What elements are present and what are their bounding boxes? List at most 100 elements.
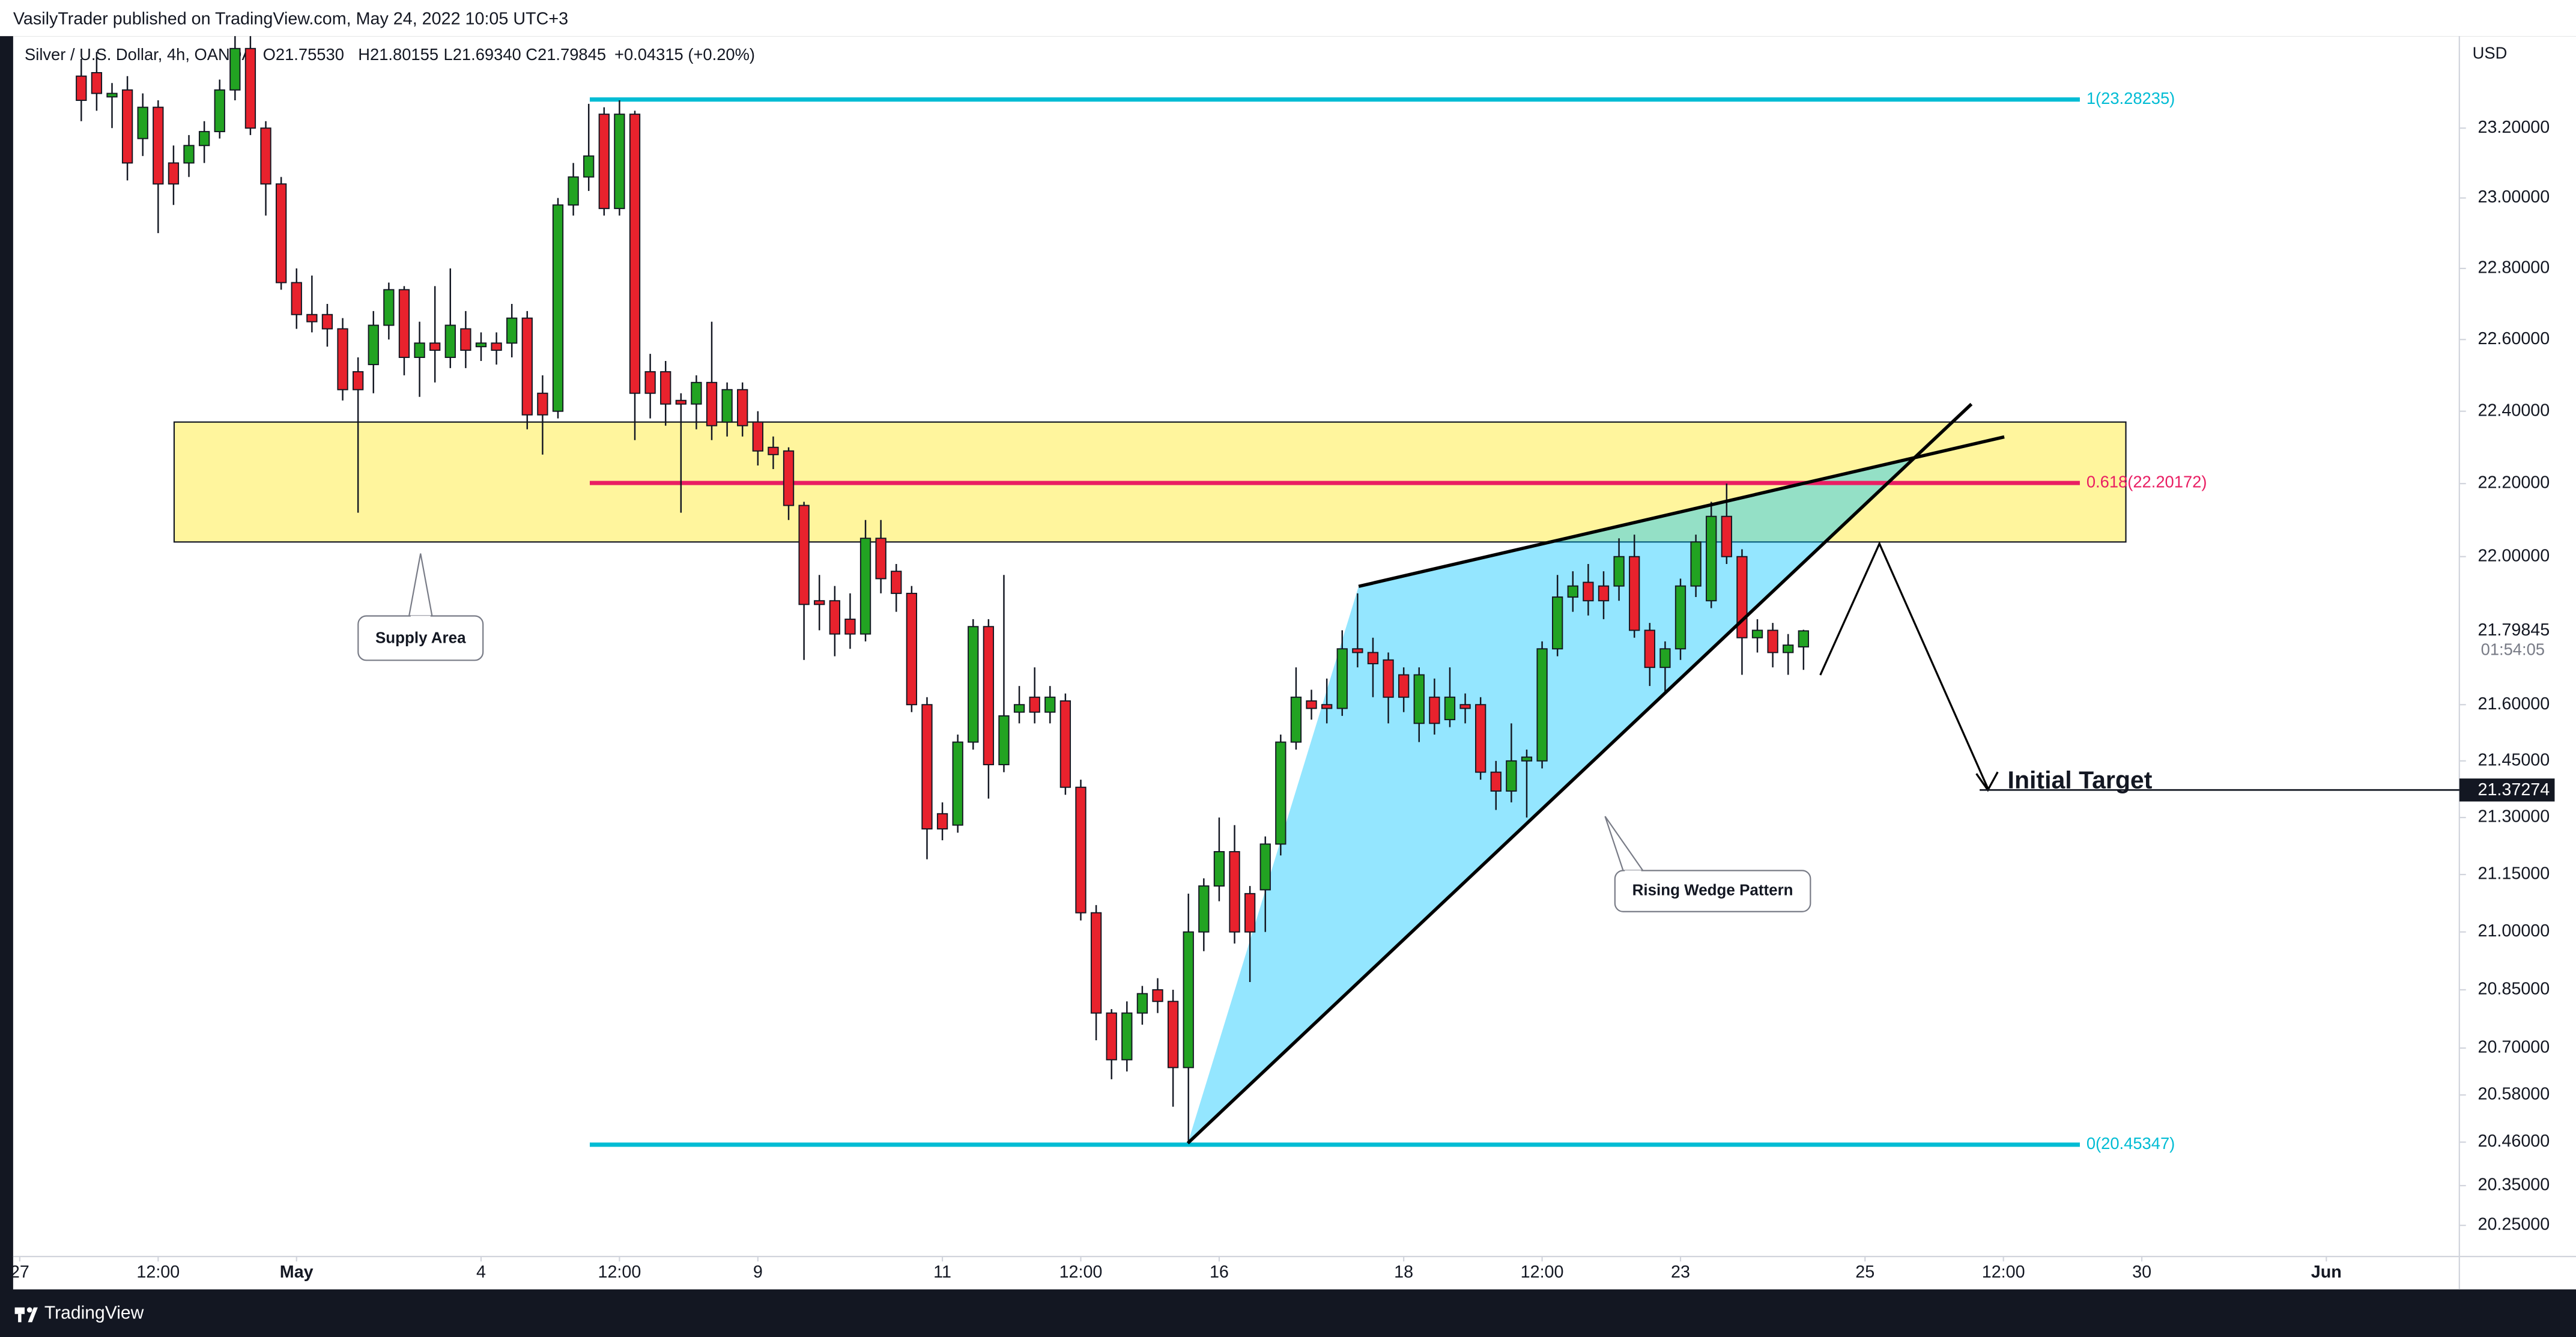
logo-part	[14, 1307, 25, 1314]
candle-body	[552, 204, 564, 412]
legend-close: C21.79845	[526, 45, 606, 64]
fib-label: 1(23.28235)	[2087, 89, 2175, 108]
candle-body	[183, 145, 195, 164]
candle-body	[1259, 843, 1271, 891]
x-tick-label: 30	[2132, 1263, 2151, 1282]
x-tick-label: 12:00	[1982, 1263, 2025, 1282]
candle-body	[1244, 893, 1256, 933]
candle-body	[353, 371, 364, 390]
candle-body	[1429, 696, 1440, 724]
y-tick-label: 20.58000	[2478, 1085, 2550, 1104]
y-tick-label: 20.25000	[2478, 1215, 2550, 1234]
wedge-label: Rising Wedge Pattern	[1632, 881, 1793, 899]
candle-body	[306, 314, 318, 323]
last-price-label: 21.79845	[2478, 620, 2550, 640]
candle-body	[891, 571, 902, 594]
candle-body	[1198, 885, 1210, 933]
plot-area	[13, 36, 2576, 1290]
candle-body	[1398, 674, 1410, 698]
y-tick-label: 21.45000	[2478, 750, 2550, 769]
candle-body	[1367, 652, 1379, 664]
fib-layer: 1(23.28235) 0.618(22.20172) 0(20.45347)	[589, 89, 2207, 1153]
candle-body	[829, 600, 840, 635]
legend-change: +0.04315 (+0.20%)	[614, 45, 755, 64]
candle-body	[1090, 912, 1102, 1014]
candle-body	[1583, 581, 1594, 602]
candle-body	[1275, 741, 1286, 845]
candle-body	[1075, 786, 1086, 914]
candle-body	[1229, 851, 1240, 933]
x-tick-label: 25	[1855, 1263, 1874, 1282]
candle-body	[321, 314, 333, 330]
x-tick-label: Jun	[2311, 1263, 2342, 1282]
candle-body	[1321, 704, 1333, 709]
candle-body	[798, 505, 810, 605]
callout-box	[1614, 870, 1811, 912]
candle-body	[1690, 541, 1702, 587]
y-tick-label: 21.00000	[2478, 921, 2550, 941]
candle-body	[91, 72, 103, 94]
y-tick-label: 22.00000	[2478, 546, 2550, 565]
candle-body	[106, 92, 118, 98]
x-tick-label: 27	[10, 1263, 29, 1282]
candle-body	[1121, 1012, 1133, 1061]
candle-body	[429, 342, 441, 351]
y-tick-label: 23.20000	[2478, 118, 2550, 137]
x-tick-label: 16	[1210, 1263, 1229, 1282]
candle-body	[121, 89, 133, 164]
candle-body	[1521, 756, 1533, 762]
x-tick-label: 11	[933, 1263, 951, 1282]
candle-body	[1706, 515, 1717, 602]
candle-body	[1290, 696, 1302, 743]
x-tick-label: 9	[753, 1263, 763, 1282]
candle-body	[1013, 704, 1025, 713]
candle-body	[383, 289, 395, 326]
supply-label: Supply Area	[375, 629, 466, 647]
candle-body	[1059, 700, 1071, 788]
y-tick-label: 22.20000	[2478, 473, 2550, 493]
y-tick-label: 20.35000	[2478, 1175, 2550, 1195]
candle-body	[491, 342, 502, 351]
candle-body	[1798, 630, 1809, 647]
target-label: Initial Target	[2008, 766, 2153, 794]
candle-body	[398, 289, 410, 358]
x-tick-label: 12:00	[598, 1263, 641, 1282]
candle-body	[936, 813, 948, 829]
x-tick-label: May	[280, 1263, 314, 1282]
candle-body	[1383, 659, 1394, 698]
fib-label: 0(20.45347)	[2087, 1134, 2175, 1153]
x-tick-label: 23	[1671, 1263, 1690, 1282]
candle-body	[706, 381, 718, 426]
candle-body	[1490, 771, 1502, 792]
candle-body	[583, 155, 595, 178]
candle-body	[721, 389, 733, 423]
candle-body	[1167, 1001, 1179, 1069]
candle-body	[229, 47, 241, 91]
x-tick-label: 18	[1394, 1263, 1413, 1282]
candle-body	[214, 89, 225, 133]
wedge-upper-line	[1358, 435, 2005, 588]
candle-body	[244, 47, 256, 129]
callout-pointer	[1604, 816, 1644, 871]
candle-body	[368, 324, 379, 365]
brand: TradingView	[44, 1303, 144, 1323]
projection-path	[1819, 541, 1989, 789]
candle-body	[737, 389, 748, 426]
candle-body	[998, 715, 1010, 766]
candle-body	[768, 446, 779, 455]
candle-body	[952, 741, 963, 826]
candle-body	[1352, 648, 1363, 653]
candle-body	[629, 114, 641, 394]
candle-body	[1659, 648, 1671, 668]
candle-body	[1767, 629, 1778, 653]
currency: USD	[2473, 43, 2508, 62]
candle-body	[1213, 851, 1225, 887]
candle-body	[153, 106, 164, 185]
candle-body	[1413, 674, 1425, 724]
candle-body	[444, 324, 456, 358]
logo-part	[18, 1314, 22, 1323]
candle-body	[614, 114, 625, 210]
candle-body	[598, 114, 610, 210]
candle-body	[1029, 696, 1040, 713]
